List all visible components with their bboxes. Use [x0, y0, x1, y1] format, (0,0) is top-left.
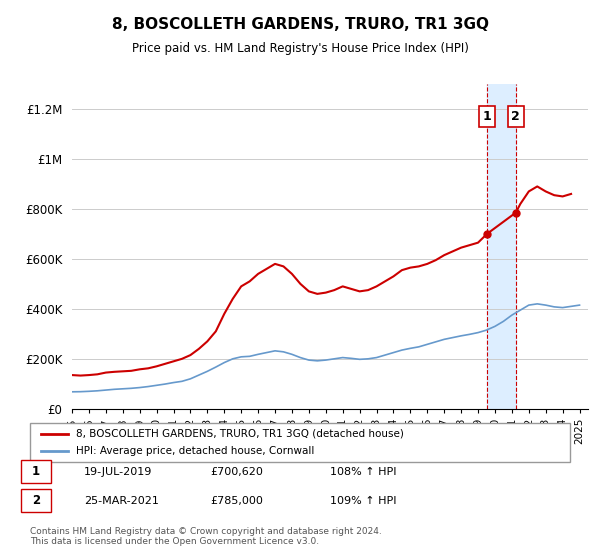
Bar — [487, 84, 516, 409]
Text: 1: 1 — [483, 110, 491, 123]
Text: 109% ↑ HPI: 109% ↑ HPI — [330, 496, 397, 506]
Text: 2: 2 — [511, 110, 520, 123]
Text: Price paid vs. HM Land Registry's House Price Index (HPI): Price paid vs. HM Land Registry's House … — [131, 42, 469, 55]
Text: 2: 2 — [32, 494, 40, 507]
Text: 8, BOSCOLLETH GARDENS, TRURO, TR1 3GQ (detached house): 8, BOSCOLLETH GARDENS, TRURO, TR1 3GQ (d… — [76, 429, 404, 439]
Text: 8, BOSCOLLETH GARDENS, TRURO, TR1 3GQ: 8, BOSCOLLETH GARDENS, TRURO, TR1 3GQ — [112, 17, 488, 32]
Text: £785,000: £785,000 — [210, 496, 263, 506]
FancyBboxPatch shape — [30, 423, 570, 462]
Text: Contains HM Land Registry data © Crown copyright and database right 2024.
This d: Contains HM Land Registry data © Crown c… — [30, 526, 382, 546]
Text: £700,620: £700,620 — [210, 466, 263, 477]
Text: 108% ↑ HPI: 108% ↑ HPI — [330, 466, 397, 477]
Text: 19-JUL-2019: 19-JUL-2019 — [84, 466, 152, 477]
Text: 25-MAR-2021: 25-MAR-2021 — [84, 496, 159, 506]
Text: HPI: Average price, detached house, Cornwall: HPI: Average price, detached house, Corn… — [76, 446, 314, 456]
Text: 1: 1 — [32, 465, 40, 478]
